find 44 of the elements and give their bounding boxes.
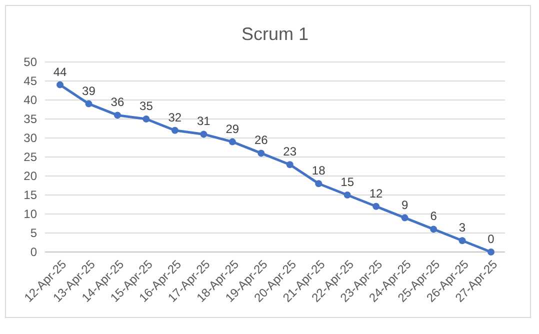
point bbox=[228, 138, 236, 146]
point bbox=[258, 150, 265, 157]
point bbox=[142, 116, 150, 122]
point bbox=[114, 112, 121, 119]
data-label: 6 bbox=[430, 209, 438, 224]
data-label: 35 bbox=[140, 99, 154, 113]
data-label: 29 bbox=[226, 122, 240, 136]
data-label: 39 bbox=[82, 84, 96, 98]
y-tick-label: 35 bbox=[24, 112, 38, 126]
data-label: 32 bbox=[168, 110, 182, 124]
data-label: 3 bbox=[458, 220, 466, 235]
point bbox=[56, 81, 64, 88]
data-label: 0 bbox=[488, 232, 495, 246]
y-tick-label: 25 bbox=[24, 150, 38, 164]
y-tick-label: 40 bbox=[24, 93, 38, 108]
point bbox=[430, 226, 438, 233]
data-label: 15 bbox=[340, 175, 354, 189]
data-label: 26 bbox=[254, 133, 268, 148]
data-label: 44 bbox=[53, 64, 67, 79]
y-tick-label: 10 bbox=[24, 207, 38, 222]
point bbox=[315, 180, 322, 188]
data-label: 12 bbox=[369, 186, 384, 200]
point bbox=[488, 248, 494, 256]
point bbox=[344, 192, 351, 198]
data-label: 23 bbox=[283, 144, 297, 159]
y-tick-label: 45 bbox=[24, 74, 38, 88]
point bbox=[372, 202, 380, 210]
point bbox=[286, 161, 294, 168]
chart-title: Scrum 1 bbox=[241, 24, 309, 44]
data-label: 9 bbox=[401, 198, 408, 212]
y-tick-label: 30 bbox=[24, 131, 38, 146]
y-tick-label: 5 bbox=[30, 226, 38, 240]
point bbox=[85, 100, 92, 108]
y-tick-label: 50 bbox=[24, 55, 38, 70]
point bbox=[200, 130, 208, 138]
point bbox=[401, 214, 408, 222]
y-tick-label: 15 bbox=[24, 188, 38, 202]
point bbox=[171, 126, 178, 134]
data-label: 18 bbox=[312, 164, 326, 178]
y-tick-label: 0 bbox=[30, 245, 38, 260]
data-label: 36 bbox=[110, 95, 124, 110]
point bbox=[458, 237, 466, 244]
y-tick-label: 20 bbox=[24, 169, 38, 184]
data-label: 31 bbox=[196, 114, 211, 128]
